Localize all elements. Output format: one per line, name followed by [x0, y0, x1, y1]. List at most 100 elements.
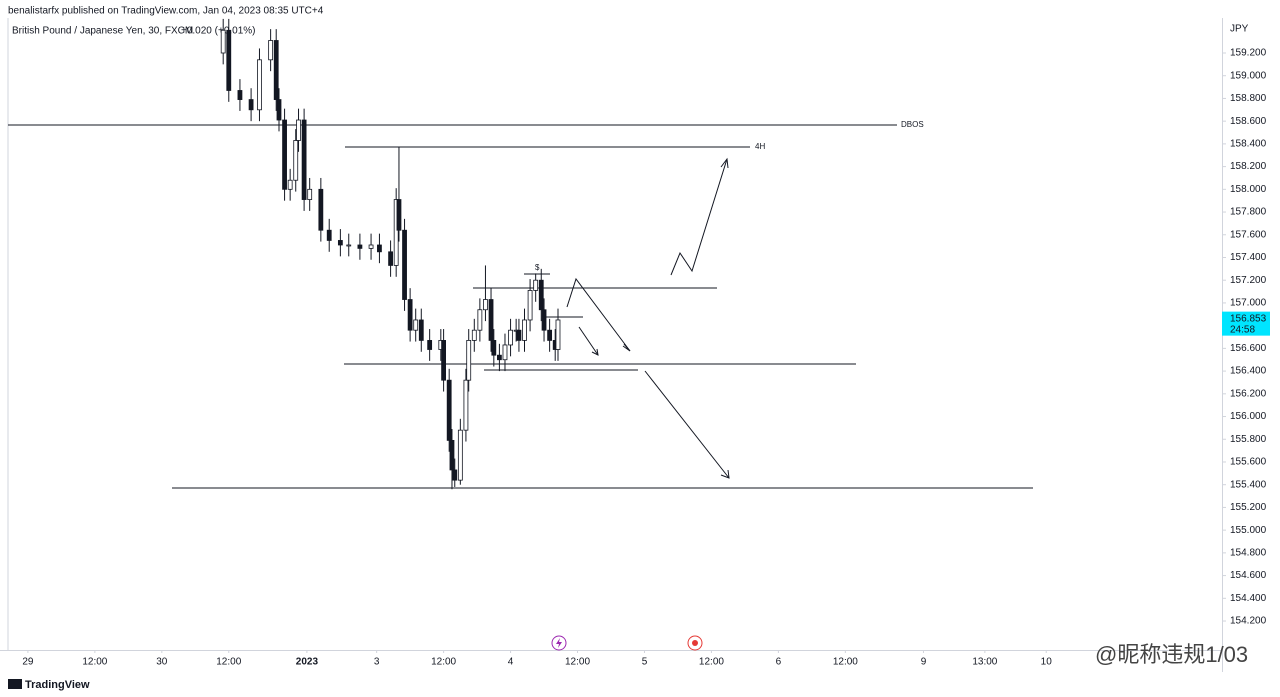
candle-body	[326, 229, 332, 241]
candle-body	[248, 99, 254, 111]
x-tick-label: 6	[776, 657, 782, 668]
dbos-label: DBOS	[901, 120, 924, 129]
change: +0.020 (+0.01%)	[181, 26, 256, 37]
axis-unit: JPY	[1230, 24, 1249, 35]
candle-body	[477, 309, 483, 331]
candle-body	[346, 244, 352, 247]
h4-label: 4H	[755, 142, 765, 151]
x-tick-label: 12:00	[699, 657, 724, 668]
candle-body	[393, 199, 399, 266]
x-tick-label: 12:00	[431, 657, 456, 668]
y-tick-label: 156.000	[1230, 411, 1267, 422]
candle-body	[257, 59, 262, 111]
candle-body	[446, 379, 452, 441]
candle-body	[296, 119, 301, 141]
candle-body	[377, 244, 382, 253]
event-icon[interactable]	[687, 635, 703, 651]
watermark: @昵称违规1/03	[1095, 642, 1248, 667]
candle-body	[402, 229, 407, 300]
y-tick-label: 157.200	[1230, 275, 1267, 286]
y-tick-label: 159.000	[1230, 70, 1267, 81]
y-tick-label: 154.400	[1230, 593, 1267, 604]
candle-body	[527, 290, 533, 321]
candle-body	[268, 40, 274, 61]
event-icon[interactable]	[551, 635, 567, 651]
x-tick-label: 12:00	[833, 657, 858, 668]
y-tick-label: 157.000	[1230, 298, 1267, 309]
y-tick-label: 155.400	[1230, 479, 1267, 490]
candle-body	[547, 329, 553, 341]
y-tick-label: 158.600	[1230, 116, 1267, 127]
candle-body	[457, 429, 463, 481]
candle-body	[508, 329, 513, 346]
y-tick-label: 158.400	[1230, 139, 1267, 150]
candle-body	[483, 299, 488, 311]
candle-body	[337, 240, 343, 246]
liq-label: $	[535, 263, 540, 272]
path-short	[578, 326, 599, 356]
candle-body	[226, 29, 232, 91]
arrowhead	[720, 157, 729, 169]
price-axis	[1222, 18, 1280, 672]
y-tick-label: 157.400	[1230, 252, 1267, 263]
y-tick-label: 158.800	[1230, 93, 1267, 104]
candle-body	[538, 279, 544, 311]
y-tick-label: 154.200	[1230, 616, 1267, 627]
candle-body	[533, 279, 539, 291]
publisher: benalistarfx published on TradingView.co…	[8, 6, 324, 17]
y-tick-label: 157.600	[1230, 229, 1267, 240]
y-tick-label: 158.000	[1230, 184, 1267, 195]
path-down	[566, 277, 631, 352]
candle-body	[220, 29, 226, 54]
x-tick-label: 2023	[296, 657, 319, 668]
y-tick-label: 159.200	[1230, 48, 1267, 59]
candle-body	[488, 299, 494, 341]
candle-body	[237, 90, 243, 100]
candle-body	[276, 99, 282, 121]
x-tick-label: 4	[508, 657, 514, 668]
brand-logo	[8, 679, 22, 689]
candle-body	[452, 469, 458, 481]
drawings	[8, 124, 1033, 489]
y-tick-label: 155.200	[1230, 502, 1267, 513]
candle-body	[273, 40, 279, 100]
last-price-box	[1222, 311, 1270, 336]
event-icon-glyph	[692, 640, 698, 646]
y-tick-label: 158.200	[1230, 161, 1267, 172]
y-tick-label: 154.600	[1230, 570, 1267, 581]
candle-body	[522, 319, 527, 341]
path-up	[670, 158, 728, 276]
brand: TradingView	[25, 679, 90, 691]
candle-body	[307, 188, 313, 200]
x-tick-label: 10	[1041, 657, 1053, 668]
candle-body	[287, 179, 293, 190]
candle-body	[502, 344, 508, 361]
x-tick-label: 12:00	[82, 657, 107, 668]
x-tick-label: 30	[156, 657, 168, 668]
candle-body	[427, 340, 433, 350]
candle-body	[497, 354, 502, 361]
countdown: 24:58	[1230, 324, 1255, 335]
candle-body	[413, 319, 419, 331]
candle-body	[301, 119, 307, 200]
last-price-label: 156.853	[1230, 313, 1267, 324]
y-tick-label: 155.800	[1230, 434, 1267, 445]
candle-body	[541, 309, 547, 331]
x-tick-label: 13:00	[972, 657, 997, 668]
candle-body	[407, 299, 413, 331]
candle-body	[293, 140, 299, 181]
x-tick-label: 29	[22, 657, 34, 668]
candle-body	[449, 439, 455, 471]
candle-body	[282, 119, 287, 190]
x-tick-label: 5	[642, 657, 648, 668]
candle-body	[441, 340, 447, 381]
candle-body	[318, 188, 324, 231]
candle-body	[388, 251, 393, 266]
event-icon-glyph	[556, 638, 562, 648]
arrowhead	[720, 469, 730, 479]
symbol: British Pound / Japanese Yen, 30, FXCM	[12, 26, 193, 37]
candle-body	[471, 329, 477, 341]
candle-body	[357, 244, 363, 249]
x-tick-label: 9	[921, 657, 927, 668]
